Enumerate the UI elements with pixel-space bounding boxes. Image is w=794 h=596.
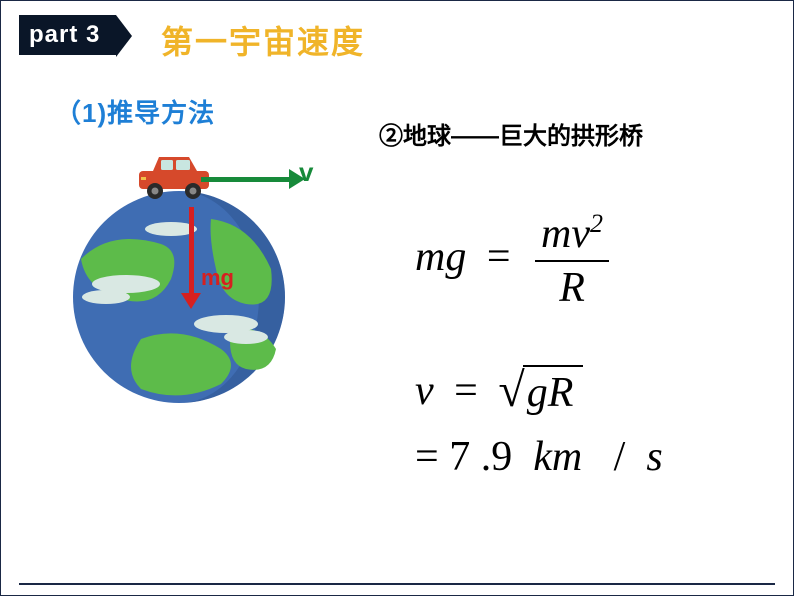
analogy-heading: ②地球——巨大的拱形桥 [379,121,719,152]
gravity-label: mg [201,265,234,291]
fraction: mv2 R [535,209,609,312]
velocity-label: v [299,157,313,188]
footer-divider [19,583,775,585]
equals-sign: = [487,234,511,280]
eq3-s: s [646,434,662,480]
earth-car-diagram: v mg [61,149,321,429]
num-exp: 2 [590,209,603,238]
numerator: mv2 [535,209,609,262]
rad-g: g [527,370,548,416]
part-badge: part 3 [19,15,116,55]
section-subtitle: （1)推导方法 [55,93,215,130]
num-m: m [541,211,571,257]
equation-result: = 7 .9 km / s [415,433,663,481]
eq3-slash: / [593,434,636,480]
eq2-v: v [415,367,434,415]
rad-R: R [548,370,574,416]
velocity-arrow [201,177,291,182]
eq3-km: km [523,434,582,480]
radicand: gR [523,365,584,417]
equals-sign-2: = [444,367,489,415]
car-icon [135,149,213,201]
equation-centripetal: mg = mv2 R [415,209,609,312]
num-v: v [571,211,590,257]
gravity-arrow [189,207,194,295]
eq1-m: m [415,234,445,280]
page-title: 第一宇宙速度 [161,17,365,63]
equation-velocity: v = √gR [415,363,583,418]
radical-sign: √ [498,363,524,418]
eq3-eq: = [415,434,439,480]
earth-icon [71,189,287,405]
denominator: R [535,262,609,312]
eq1-g: g [445,234,466,280]
eq3-value: 7 .9 [449,434,512,480]
